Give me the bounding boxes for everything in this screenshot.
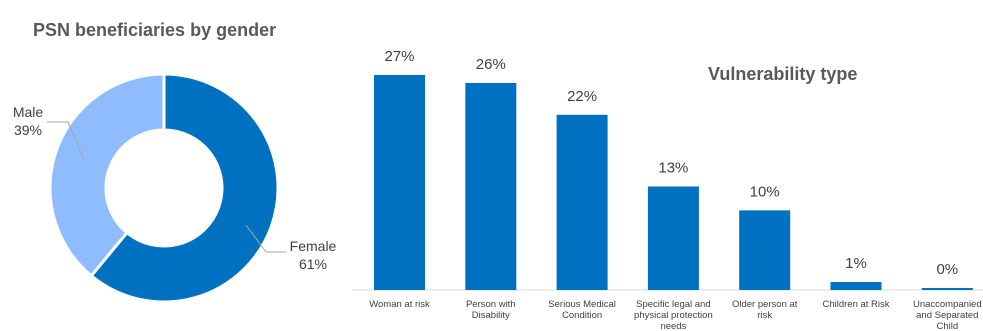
bar-4 [739,210,791,290]
donut-value-label-female: 61% [299,256,327,272]
bar-value-label-5: 1% [845,255,867,272]
bar-category-label-3-line-2: needs [660,321,686,331]
bar-category-label-4-line-1: risk [757,310,772,321]
bar-3 [647,186,699,290]
donut-leader-line-male [47,121,85,161]
bar-6 [921,288,973,290]
bar-1 [465,82,517,291]
bar-category-label-6-line-0: Unaccompanied [913,299,982,310]
bar-category-label-3-line-0: Specific legal and [636,299,710,310]
bar-category-label-1-line-0: Person with [466,299,516,310]
bar-value-label-2: 22% [567,88,597,105]
vulnerability-bar-chart: 27% Woman at risk 26% Person withDisability… [352,48,983,331]
bar-category-label-5-line-0: Children at Risk [822,299,889,310]
bar-category-label-1-line-1: Disability [472,310,510,321]
bar-value-label-3: 13% [658,159,688,176]
bar-category-label-6-line-2: Child [936,321,958,331]
donut-slice-female [89,72,280,304]
bar-value-label-4: 10% [750,183,780,200]
bar-category-label-4-line-0: Older person at [732,299,798,310]
bar-chart-title: Vulnerability type [708,64,858,84]
bar-0 [374,75,425,290]
bar-category-label-2-line-0: Serious Medical [548,299,616,310]
donut-chart-title: PSN beneficiaries by gender [33,20,277,40]
donut-slice-male [48,72,166,278]
bar-category-label-0-line-0: Woman at risk [369,299,430,310]
bar-value-label-1: 26% [476,56,506,73]
bar-value-label-6: 0% [936,261,958,278]
donut-label-female: Female [290,238,337,254]
bar-category-label-6-line-1: and Separated [916,310,978,321]
bar-value-label-0: 27% [384,48,414,65]
gender-donut-chart: Male 39% Female 61% [13,72,337,304]
donut-value-label-male: 39% [14,122,42,138]
donut-leader-line-female [245,224,286,253]
bar-5 [830,282,882,290]
donut-label-male: Male [13,104,44,120]
bar-category-label-3-line-1: physical protection [634,310,713,321]
bar-category-label-2-line-1: Condition [562,310,602,321]
bar-2 [556,114,608,290]
